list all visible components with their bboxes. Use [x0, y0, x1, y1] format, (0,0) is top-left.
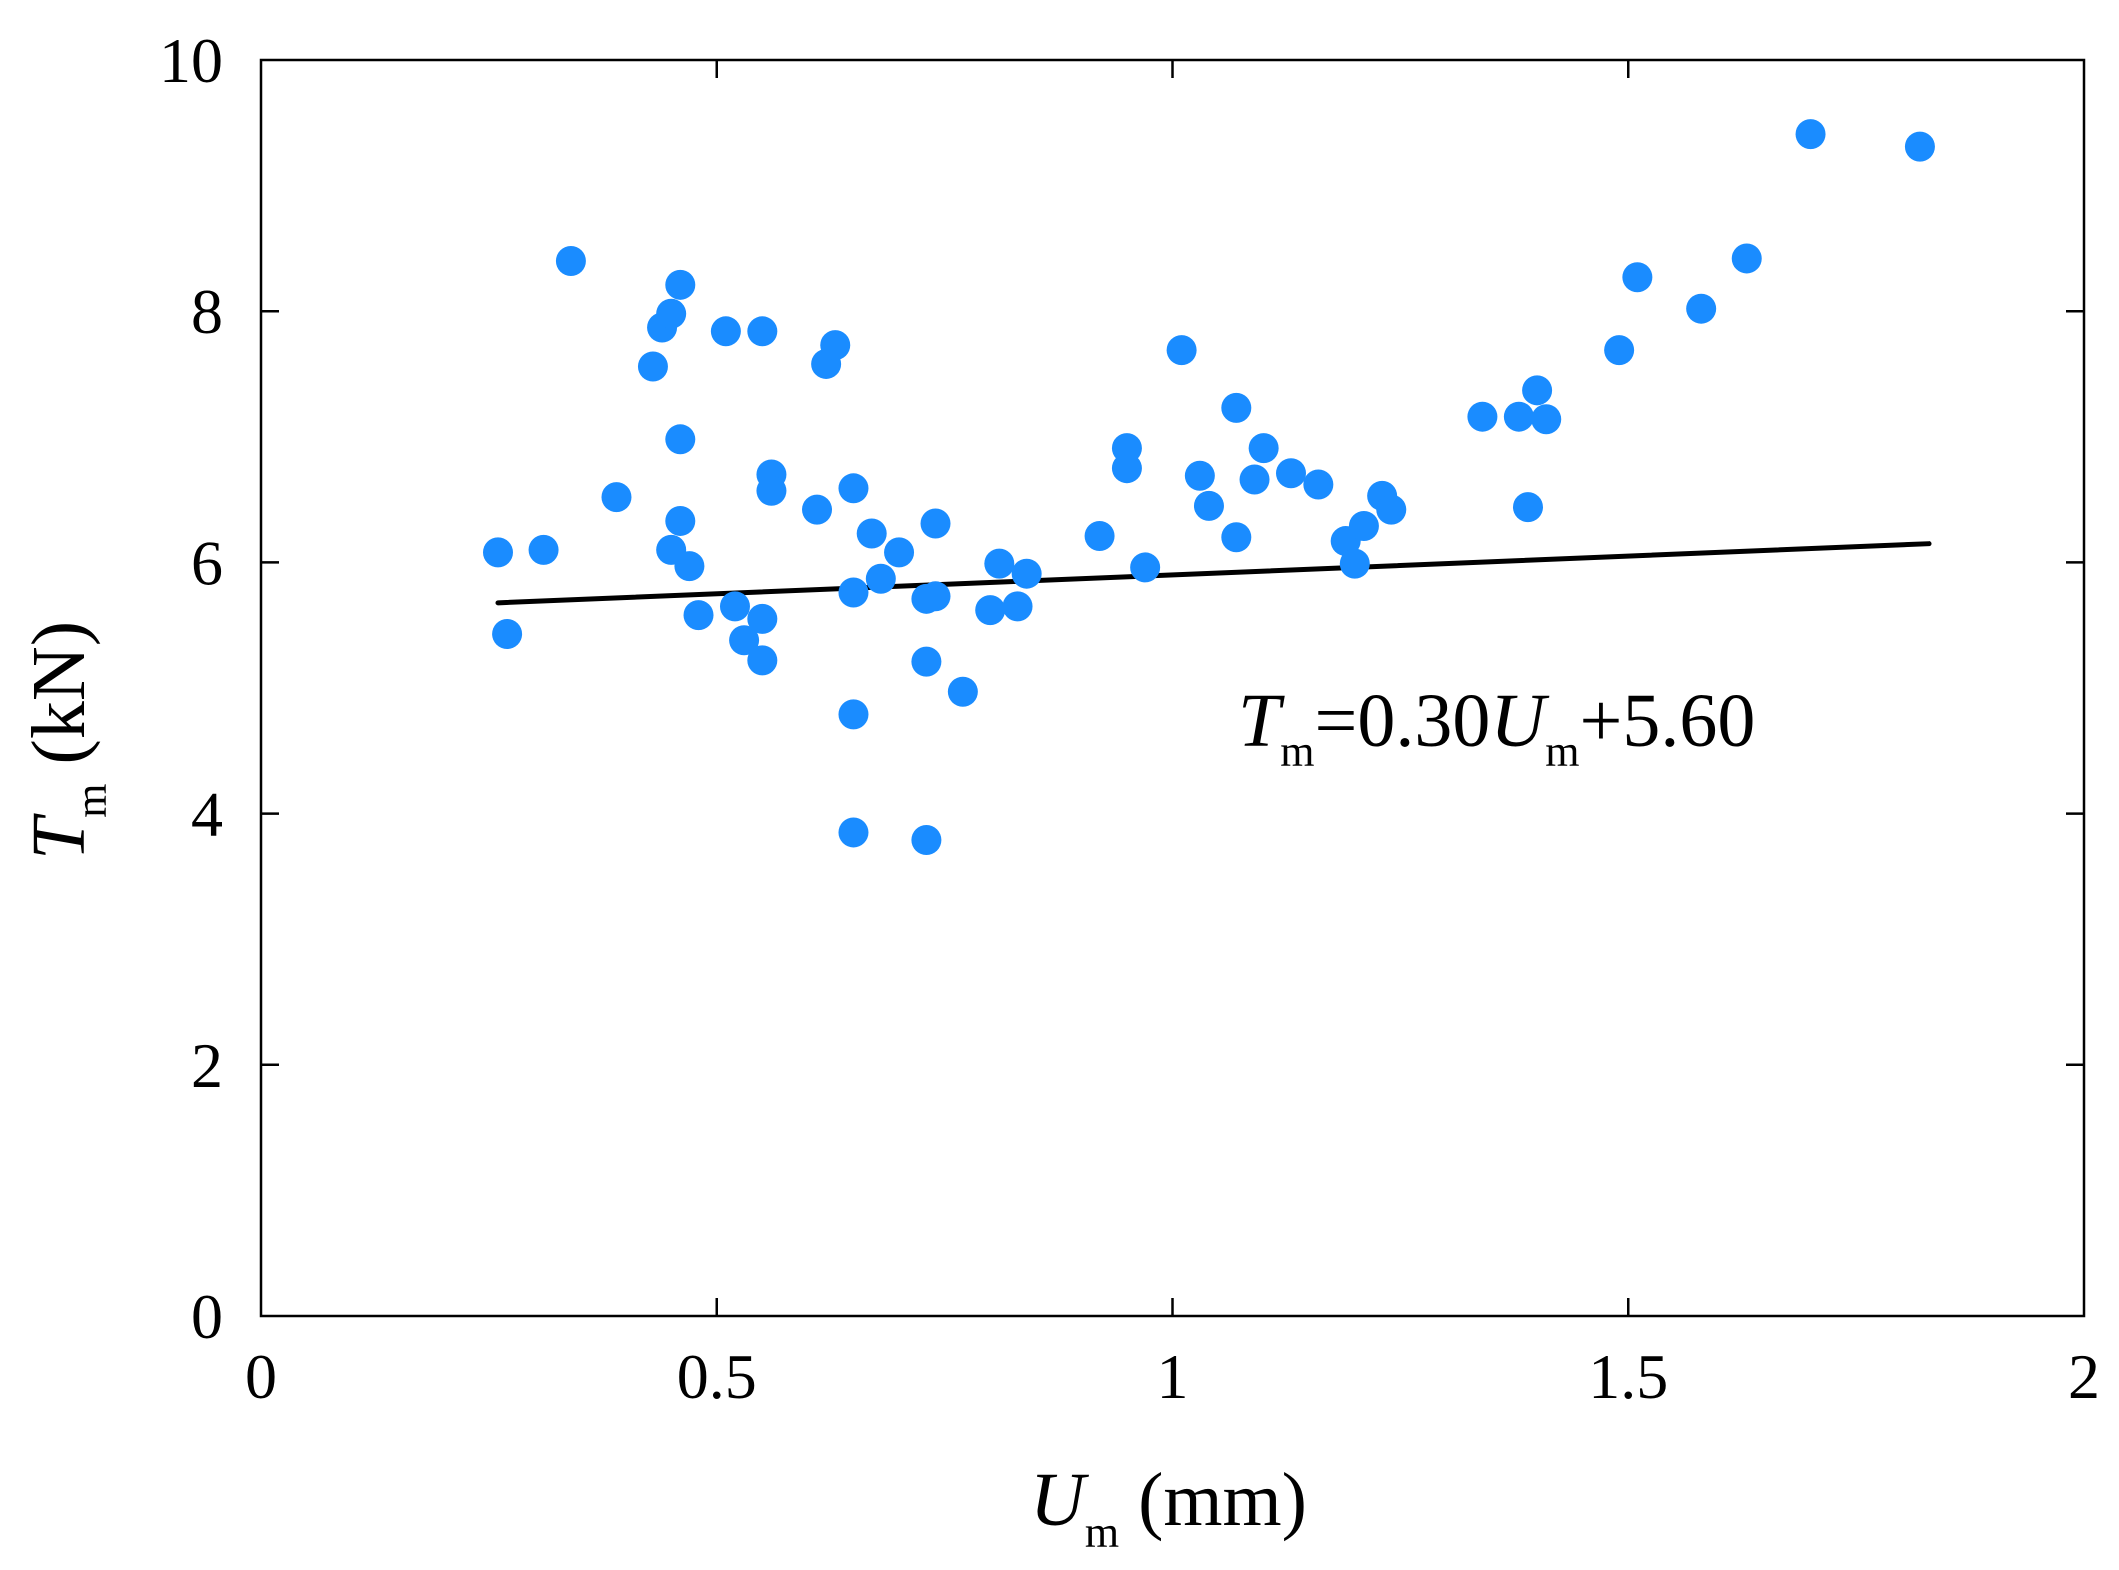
data-point	[747, 603, 778, 634]
eq-lhs-sub: m	[1280, 727, 1314, 776]
data-point	[1084, 521, 1115, 552]
data-point	[1467, 401, 1498, 432]
data-point	[1002, 591, 1033, 622]
data-point	[665, 424, 696, 455]
data-point	[920, 508, 951, 539]
data-point	[1221, 392, 1252, 423]
data-point	[674, 551, 705, 582]
x-axis-sub: m	[1085, 1508, 1119, 1557]
data-point	[1011, 558, 1042, 589]
y-tick-label: 4	[191, 779, 223, 850]
data-point	[1731, 243, 1762, 274]
regression-equation: Tm=0.30Um+5.60	[1238, 679, 1755, 776]
data-point	[911, 646, 942, 677]
eq-rhs-sub: m	[1545, 727, 1579, 776]
data-point	[920, 581, 951, 612]
y-tick-label: 10	[159, 25, 223, 96]
x-axis-title: Um (mm)	[1030, 1458, 1307, 1557]
data-point	[1604, 335, 1635, 366]
data-point	[1522, 375, 1553, 406]
eq-mid: =0.30	[1315, 679, 1491, 763]
data-point	[1275, 458, 1306, 489]
data-point	[884, 537, 915, 568]
x-axis-var: U	[1030, 1458, 1089, 1542]
data-point	[975, 595, 1006, 626]
data-point	[911, 824, 942, 855]
x-tick-label: 0.5	[677, 1341, 757, 1412]
y-tick-label: 0	[191, 1281, 223, 1352]
data-point	[1904, 131, 1935, 162]
data-point	[820, 330, 851, 361]
y-axis: 0 2 4 6 8 10	[159, 25, 2084, 1352]
data-point	[1376, 494, 1407, 525]
data-point	[1166, 335, 1197, 366]
data-point	[665, 505, 696, 536]
x-tick-label: 2	[2068, 1341, 2100, 1412]
data-point	[1239, 464, 1270, 495]
y-axis-var: T	[17, 813, 101, 860]
y-tick-label: 8	[191, 276, 223, 347]
y-axis-unit: (kN)	[17, 621, 101, 784]
data-point	[802, 494, 833, 525]
data-point	[838, 473, 869, 504]
data-point	[601, 482, 632, 513]
data-point	[747, 316, 778, 347]
data-point	[1795, 119, 1826, 150]
data-point	[1531, 404, 1562, 435]
data-point	[1130, 552, 1161, 583]
data-point	[865, 563, 896, 594]
data-point	[984, 548, 1015, 579]
data-points	[482, 119, 1935, 855]
data-point	[1221, 522, 1252, 553]
data-point	[665, 269, 696, 300]
data-point	[492, 618, 523, 649]
data-point	[1622, 262, 1653, 293]
x-axis-unit: (mm)	[1119, 1458, 1307, 1542]
y-tick-label: 6	[191, 527, 223, 598]
data-point	[1339, 548, 1370, 579]
data-point	[1503, 401, 1534, 432]
data-point	[838, 699, 869, 730]
data-point	[482, 537, 513, 568]
data-point	[756, 475, 787, 506]
data-point	[637, 351, 668, 382]
data-point	[710, 316, 741, 347]
data-point	[838, 817, 869, 848]
data-point	[838, 577, 869, 608]
data-point	[1111, 453, 1142, 484]
data-point	[1248, 433, 1279, 464]
data-point	[947, 676, 978, 707]
y-axis-title: Tm (kN)	[17, 621, 116, 860]
data-point	[747, 645, 778, 676]
data-point	[656, 298, 687, 329]
data-point	[729, 625, 760, 656]
y-tick-label: 2	[191, 1030, 223, 1101]
x-tick-label: 1.5	[1588, 1341, 1668, 1412]
data-point	[719, 591, 750, 622]
data-point	[1686, 293, 1717, 324]
eq-tail: +5.60	[1580, 679, 1756, 763]
data-point	[856, 518, 887, 549]
x-tick-label: 0	[245, 1341, 277, 1412]
data-point	[1193, 490, 1224, 521]
x-tick-label: 1	[1157, 1341, 1189, 1412]
data-point	[555, 245, 586, 276]
data-point	[683, 600, 714, 631]
x-axis: 0 0.5 1 1.5 2	[245, 60, 2100, 1412]
data-point	[1512, 492, 1543, 523]
data-point	[1348, 510, 1379, 541]
eq-rhs-var: U	[1490, 679, 1549, 763]
eq-lhs-var: T	[1238, 679, 1285, 763]
data-point	[1303, 469, 1334, 500]
y-axis-sub: m	[67, 783, 116, 817]
data-point	[528, 534, 559, 565]
data-point	[1184, 460, 1215, 491]
